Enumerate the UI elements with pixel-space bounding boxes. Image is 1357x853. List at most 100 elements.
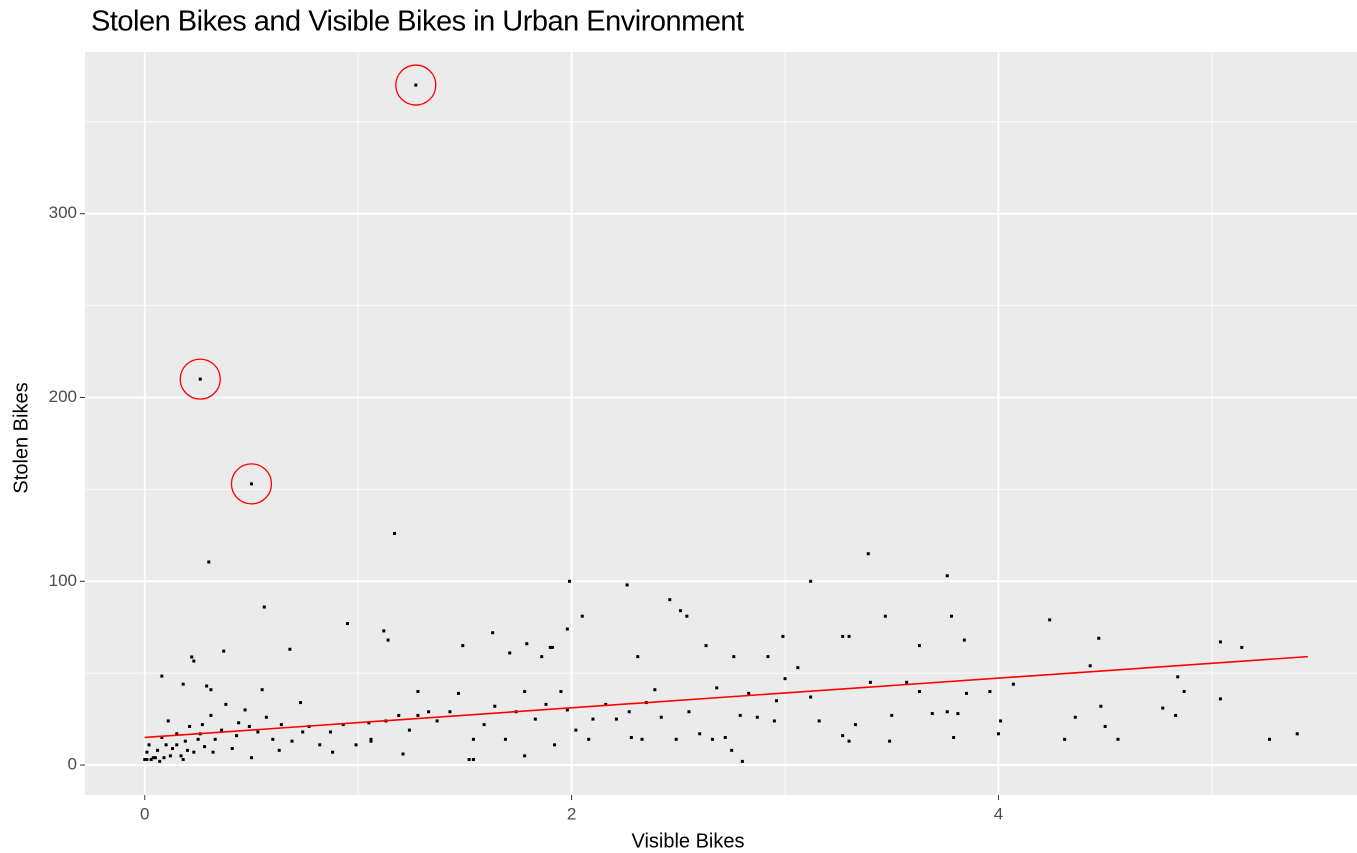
point <box>181 758 185 762</box>
point <box>580 614 584 618</box>
point <box>888 739 892 743</box>
point <box>168 754 172 758</box>
point <box>207 560 211 564</box>
point <box>1182 690 1186 694</box>
point <box>796 666 800 670</box>
point <box>196 737 200 741</box>
point <box>809 579 813 583</box>
point <box>1011 682 1015 686</box>
point <box>205 684 209 688</box>
point <box>629 735 633 739</box>
point <box>917 690 921 694</box>
point <box>1099 704 1103 708</box>
point <box>755 715 759 719</box>
point <box>153 756 157 760</box>
point <box>917 644 921 648</box>
point <box>179 754 183 758</box>
x-tick-label: 4 <box>994 804 1003 823</box>
point <box>847 739 851 743</box>
point <box>175 743 179 747</box>
point <box>841 634 845 638</box>
point <box>175 732 179 736</box>
point <box>866 552 870 556</box>
y-axis-label: Stolen Bikes <box>10 382 32 493</box>
point <box>853 723 857 727</box>
point <box>1174 713 1178 717</box>
point <box>346 622 350 626</box>
point <box>738 713 742 717</box>
point <box>740 759 744 763</box>
point <box>328 730 332 734</box>
point <box>260 688 264 692</box>
point <box>198 377 202 381</box>
point <box>930 712 934 716</box>
point <box>674 737 678 741</box>
point <box>841 734 845 738</box>
point <box>591 717 595 721</box>
chart-title: Stolen Bikes and Visible Bikes in Urban … <box>91 6 744 38</box>
point <box>230 747 234 751</box>
point <box>723 735 727 739</box>
point <box>392 531 396 535</box>
point <box>220 728 224 732</box>
point <box>264 715 268 719</box>
point <box>772 719 776 723</box>
point <box>213 737 217 741</box>
point <box>471 758 475 762</box>
point <box>209 688 213 692</box>
point <box>243 708 247 712</box>
point <box>732 655 736 659</box>
point <box>627 710 631 714</box>
point <box>397 713 401 717</box>
point <box>256 730 260 734</box>
point <box>493 704 497 708</box>
point <box>730 748 734 752</box>
point <box>625 583 629 587</box>
point <box>668 598 672 602</box>
point <box>1048 618 1052 622</box>
point <box>685 614 689 618</box>
point <box>416 713 420 717</box>
point <box>448 710 452 714</box>
point <box>890 713 894 717</box>
point <box>143 758 147 762</box>
point <box>262 605 266 609</box>
point <box>192 659 196 663</box>
highlight-ring <box>230 463 273 505</box>
point <box>369 739 373 743</box>
point <box>162 756 166 760</box>
point <box>188 724 192 728</box>
point <box>766 655 770 659</box>
point <box>817 719 821 723</box>
y-tick-label: 100 <box>49 571 77 590</box>
point <box>192 750 196 754</box>
point <box>523 690 527 694</box>
point <box>1267 737 1271 741</box>
point <box>868 680 872 684</box>
point <box>416 690 420 694</box>
point <box>1097 636 1101 640</box>
point <box>247 724 251 728</box>
point <box>653 688 657 692</box>
point <box>550 645 554 649</box>
point <box>407 728 411 732</box>
point <box>367 721 371 725</box>
highlight-ring <box>179 358 221 400</box>
point <box>235 734 239 738</box>
x-tick-label: 0 <box>140 804 149 823</box>
point <box>166 719 170 723</box>
point <box>614 717 618 721</box>
point <box>190 655 194 659</box>
point <box>565 708 569 712</box>
point <box>331 750 335 754</box>
point <box>290 739 294 743</box>
point <box>604 702 608 706</box>
point <box>301 730 305 734</box>
point <box>158 759 162 763</box>
point <box>640 737 644 741</box>
point <box>181 682 185 686</box>
point <box>341 723 345 727</box>
point <box>491 631 495 635</box>
point <box>809 695 813 699</box>
